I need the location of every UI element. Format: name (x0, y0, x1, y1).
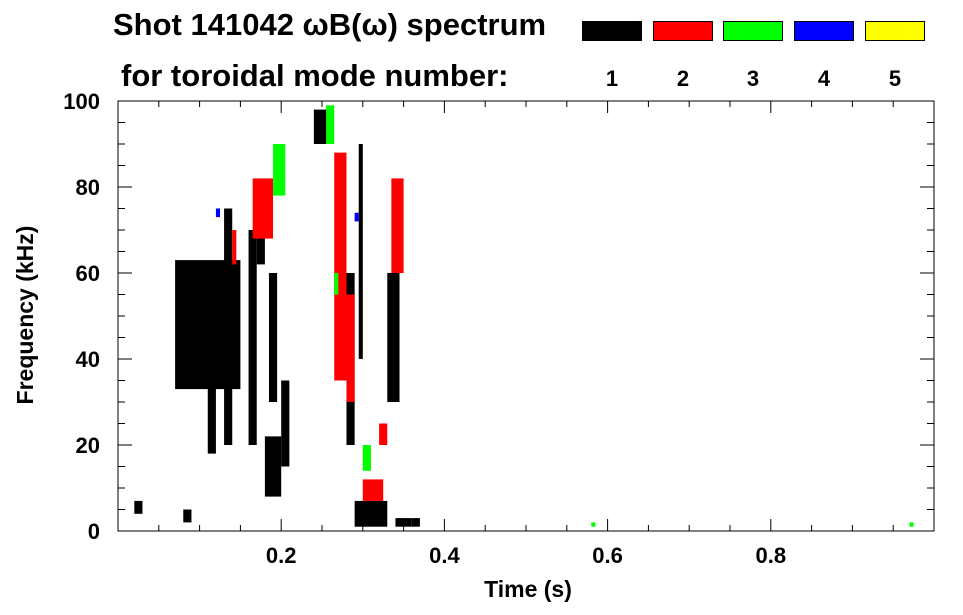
y-tick-label: 0 (88, 519, 100, 544)
spectrum-region-mode-1 (256, 230, 265, 265)
spectrum-region-mode-1 (183, 509, 192, 523)
chart-title: Shot 141042 ωB(ω) spectrum (113, 7, 547, 42)
y-tick-label: 60 (76, 261, 100, 286)
spectrum-region-mode-2 (346, 294, 355, 402)
spectrum-region-mode-1 (395, 518, 412, 527)
legend-label-mode-5: 5 (888, 66, 902, 91)
x-tick-label: 0.8 (756, 543, 787, 568)
spectrum-region-mode-1 (134, 500, 143, 514)
spectrum-region-mode-1 (248, 230, 257, 445)
y-tick-label: 80 (76, 175, 100, 200)
plot-area: 0.2 0.4 0.6 0.8 0 20 40 60 80 100 (63, 89, 935, 568)
y-tick-label: 20 (76, 433, 100, 458)
spectrum-region-mode-1 (268, 273, 278, 402)
legend-label-mode-4: 4 (817, 66, 831, 91)
spectrum-region-mode-2 (391, 178, 404, 273)
legend-swatch-mode-1 (582, 21, 642, 41)
spectrum-region-mode-1 (411, 518, 420, 527)
legend-label-mode-2: 2 (676, 66, 690, 91)
x-tick-label: 0.4 (429, 543, 460, 568)
spectrum-region-mode-1 (224, 208, 233, 445)
spectrum-region-mode-3 (362, 445, 371, 471)
spectrum-region-mode-3 (334, 273, 339, 295)
x-tick-label: 0.2 (266, 543, 297, 568)
spectrum-region-mode-1 (358, 144, 363, 359)
spectrum-region-mode-4 (354, 212, 359, 222)
spectrum-region-mode-2 (232, 230, 237, 265)
legend-swatch-mode-2 (653, 21, 713, 41)
spectrum-region-mode-2 (334, 152, 347, 381)
legend-label-mode-1: 1 (605, 66, 619, 91)
spectrum-region-mode-1 (354, 500, 388, 527)
spectrum-region-mode-2 (379, 423, 388, 445)
spectrum-region-mode-3 (326, 105, 335, 144)
legend-swatch-mode-3 (723, 21, 783, 41)
legend-label-mode-3: 3 (746, 66, 760, 91)
y-axis-label: Frequency (kHz) (12, 226, 38, 405)
spectrum-region-mode-1 (264, 436, 282, 497)
spectrum-region-mode-3 (591, 522, 596, 527)
spectrum-region-mode-1 (281, 380, 290, 467)
spectrum-region-mode-1 (387, 273, 400, 402)
y-tick-label: 40 (76, 347, 100, 372)
y-tick-label: 100 (63, 89, 100, 114)
spectrum-region-mode-3 (273, 144, 286, 196)
spectrum-region-mode-2 (252, 178, 274, 239)
legend-swatch-mode-4 (794, 21, 854, 41)
chart-subtitle: for toroidal mode number: (121, 58, 509, 93)
spectrum-region-mode-4 (215, 208, 220, 218)
x-tick-label: 0.6 (592, 543, 623, 568)
legend-swatch-mode-5 (865, 21, 925, 41)
spectrum-region-mode-1 (207, 294, 216, 454)
x-axis-label: Time (s) (484, 576, 572, 602)
spectrum-region-mode-2 (362, 479, 384, 501)
spectrum-region-mode-3 (909, 522, 914, 527)
